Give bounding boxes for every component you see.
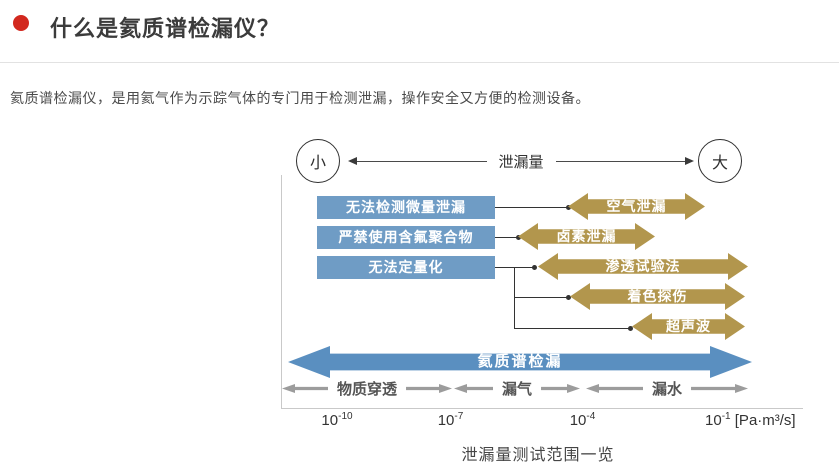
range-label-water-leak: 漏水	[652, 381, 683, 398]
method-arrow-air: 空气泄漏	[568, 193, 705, 220]
tick-base: 10	[437, 412, 455, 429]
connector-dye	[514, 295, 571, 300]
gray-arrow-left-icon	[454, 384, 493, 393]
scale-line-left	[357, 160, 487, 162]
x-axis-line	[281, 408, 803, 409]
gray-arrow-right-icon	[541, 384, 580, 393]
limitation-bar-fluoropolymer: 严禁使用含氟聚合物	[317, 226, 495, 249]
limitation-bar-quantify: 无法定量化	[317, 256, 495, 279]
tick-unit: [Pa·m³/s]	[734, 412, 796, 429]
diagram-caption: 泄漏量测试范围一览	[461, 447, 615, 464]
scale-label: 泄漏量	[498, 153, 544, 171]
connector-halogen	[495, 235, 521, 240]
tick-1e-1-unit: 10-1 [Pa·m³/s]	[705, 411, 796, 429]
gray-arrow-left-icon	[586, 384, 643, 393]
tick-1e-10: 10-10	[312, 411, 362, 429]
tick-exponent: -4	[586, 411, 596, 422]
gray-arrow-right-icon	[691, 384, 748, 393]
range-label-gas-leak: 漏气	[502, 381, 533, 398]
gray-arrow-right-icon	[406, 384, 452, 393]
limitation-bar-micro-leak: 无法检测微量泄漏	[317, 196, 495, 219]
intro-text: 氦质谱检漏仪，是用氦气作为示踪气体的专门用于检测泄漏，操作安全又方便的检测设备。	[10, 90, 590, 106]
method-arrow-dye: 着色探伤	[570, 283, 745, 310]
arrowhead-left-icon	[348, 157, 357, 165]
scale-circle-small: 小	[296, 139, 340, 183]
connector-air	[495, 205, 571, 210]
range-label-permeation: 物质穿透	[337, 381, 398, 398]
range-segment-water-leak: 漏水	[586, 380, 748, 398]
range-segment-gas-leak: 漏气	[454, 380, 580, 398]
connector-penetrant	[495, 265, 537, 270]
tick-1e-4: 10-4	[560, 411, 605, 429]
red-ring-icon	[13, 15, 29, 31]
gray-arrow-left-icon	[282, 384, 328, 393]
method-arrow-ultrasonic: 超声波	[632, 313, 745, 340]
tick-exponent: -10	[338, 411, 353, 422]
tick-base: 10	[569, 412, 587, 429]
connector-ultrasonic	[514, 326, 633, 331]
y-axis-line	[281, 175, 282, 408]
range-segment-permeation: 物质穿透	[282, 380, 452, 398]
tick-base: 10	[705, 412, 722, 429]
tick-exponent: -1	[721, 411, 731, 422]
header-divider	[0, 62, 839, 63]
tick-1e-7: 10-7	[428, 411, 473, 429]
helium-detection-arrow: 氦质谱检漏	[288, 346, 752, 378]
arrowhead-right-icon	[685, 157, 695, 165]
method-arrow-halogen: 卤素泄漏	[518, 223, 655, 250]
scale-arrow: 泄漏量	[348, 153, 695, 171]
scale-line-right	[555, 160, 686, 162]
page-title: 什么是氦质谱检漏仪？	[50, 16, 281, 41]
method-arrow-penetrant: 渗透试验法	[538, 253, 748, 280]
tick-exponent: -7	[454, 411, 464, 422]
scale-circle-large: 大	[698, 139, 742, 183]
tick-base: 10	[321, 412, 339, 429]
